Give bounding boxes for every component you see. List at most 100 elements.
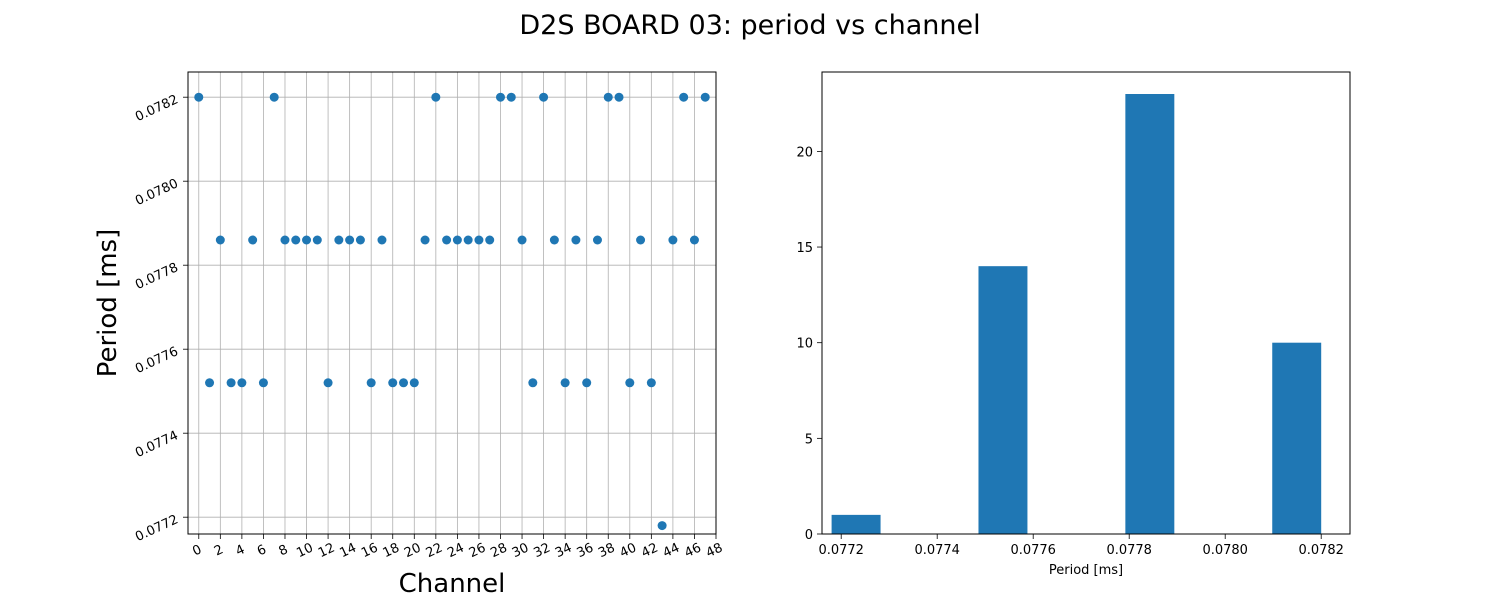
scatter-point — [345, 235, 355, 245]
histogram-frame — [821, 71, 1351, 535]
histogram-bar — [978, 266, 1028, 534]
scatter-point — [689, 235, 699, 245]
scatter-point — [657, 521, 667, 531]
scatter-point — [323, 378, 333, 388]
scatter-xtick-label: 38 — [596, 541, 617, 562]
histogram-ytick-label: 15 — [796, 241, 813, 256]
histogram-xtick-label: 0.0776 — [1010, 543, 1056, 558]
scatter-point — [269, 92, 279, 102]
scatter-xlabel: Channel — [399, 569, 506, 599]
scatter-point — [388, 378, 398, 388]
histogram-bar — [831, 514, 881, 534]
scatter-xtick-label: 42 — [639, 541, 660, 562]
scatter-point — [377, 235, 387, 245]
scatter-point — [517, 235, 527, 245]
histogram-xlabel: Period [ms] — [1049, 563, 1123, 578]
histogram-panel: 0.0772 0.0774 0.0776 0.0778 0.0780 0.0782 0 5 10… — [796, 71, 1351, 578]
scatter-xtick-label: 16 — [359, 541, 380, 562]
scatter-xtick-label: 44 — [661, 541, 682, 562]
scatter-xtick-label: 34 — [553, 541, 574, 562]
histogram-ytick-label: 0 — [805, 528, 813, 543]
histogram-ticks: 0.0772 0.0774 0.0776 0.0778 0.0780 0.0782 0 5 10… — [796, 145, 1343, 558]
histogram-bars — [831, 94, 1322, 534]
scatter-point — [409, 378, 419, 388]
scatter-grid — [188, 72, 717, 534]
scatter-point — [280, 235, 290, 245]
scatter-xtick-label: 12 — [316, 541, 337, 562]
scatter-point — [474, 235, 484, 245]
scatter-point — [603, 92, 613, 102]
histogram-bar — [1125, 94, 1175, 534]
scatter-xtick-label: 8 — [277, 542, 291, 559]
histogram-xtick-label: 0.0774 — [914, 543, 960, 558]
scatter-point — [592, 235, 602, 245]
scatter-xtick-label: 20 — [402, 541, 423, 562]
scatter-xtick-label: 22 — [424, 541, 445, 562]
scatter-point — [334, 235, 344, 245]
scatter-point — [248, 235, 258, 245]
scatter-xtick-label: 0 — [190, 542, 204, 559]
histogram-ytick-label: 5 — [805, 432, 813, 447]
scatter-point — [539, 92, 549, 102]
histogram-xtick-label: 0.0772 — [818, 543, 864, 558]
scatter-xtick-label: 2 — [212, 542, 226, 559]
histogram-xtick-label: 0.0782 — [1298, 543, 1344, 558]
histogram-ytick-label: 20 — [796, 145, 813, 160]
scatter-point — [215, 235, 225, 245]
scatter-xtick-label: 18 — [381, 541, 402, 562]
scatter-xtick-label: 32 — [531, 541, 552, 562]
scatter-xtick-label: 10 — [294, 541, 315, 562]
histogram-ytick-label: 10 — [796, 337, 813, 352]
histogram-xtick-label: 0.0780 — [1202, 543, 1248, 558]
scatter-point — [506, 92, 516, 102]
scatter-point — [420, 235, 430, 245]
scatter-point — [614, 92, 624, 102]
scatter-point — [646, 378, 656, 388]
scatter-xtick-label: 36 — [575, 541, 596, 562]
scatter-points — [194, 92, 710, 531]
scatter-point — [625, 378, 635, 388]
scatter-point — [636, 235, 646, 245]
scatter-point — [258, 378, 268, 388]
scatter-point — [452, 235, 462, 245]
scatter-point — [194, 92, 204, 102]
scatter-xtick-label: 6 — [255, 542, 269, 559]
scatter-point — [312, 235, 322, 245]
scatter-point — [495, 92, 505, 102]
scatter-xtick-label: 40 — [618, 541, 639, 562]
scatter-point — [668, 235, 678, 245]
scatter-point — [431, 92, 441, 102]
scatter-xtick-label: 46 — [682, 541, 703, 562]
scatter-point — [442, 235, 452, 245]
scatter-point — [700, 92, 710, 102]
scatter-ytick-label: 0.0776 — [133, 344, 181, 377]
scatter-ytick-label: 0.0774 — [133, 428, 181, 461]
scatter-ticks: 0 2 4 6 8 10 12 14 16 18 20 22 24 26 28 30 32 34 36 38 40 42 4… — [133, 92, 725, 561]
scatter-point — [355, 235, 365, 245]
scatter-xtick-label: 28 — [488, 541, 509, 562]
scatter-point — [205, 378, 215, 388]
scatter-frame — [187, 71, 717, 535]
histogram-bar — [1272, 342, 1322, 534]
scatter-point — [291, 235, 301, 245]
scatter-point — [237, 378, 247, 388]
scatter-ytick-label: 0.0778 — [133, 260, 181, 293]
scatter-point — [399, 378, 409, 388]
scatter-xtick-label: 30 — [510, 541, 531, 562]
scatter-point — [582, 378, 592, 388]
scatter-ytick-label: 0.0782 — [133, 92, 181, 125]
scatter-panel: 0 2 4 6 8 10 12 14 16 18 20 22 24 26 28 30 32 34 36 38 40 42 4… — [93, 71, 725, 599]
scatter-point — [679, 92, 689, 102]
scatter-ytick-label: 0.0772 — [133, 512, 181, 545]
scatter-ytick-label: 0.0780 — [133, 176, 181, 209]
scatter-xtick-label: 26 — [467, 541, 488, 562]
scatter-point — [571, 235, 581, 245]
scatter-point — [302, 235, 312, 245]
histogram-xtick-label: 0.0778 — [1106, 543, 1152, 558]
scatter-point — [366, 378, 376, 388]
scatter-point — [560, 378, 570, 388]
scatter-point — [226, 378, 236, 388]
scatter-xtick-label: 4 — [233, 542, 247, 559]
scatter-xtick-label: 48 — [704, 541, 725, 562]
